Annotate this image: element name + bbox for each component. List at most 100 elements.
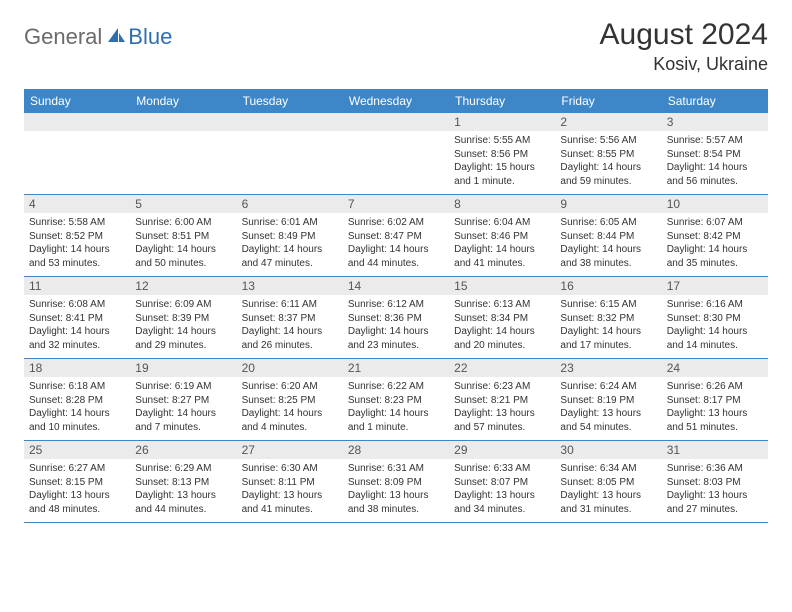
day-cell: 23Sunrise: 6:24 AMSunset: 8:19 PMDayligh… (555, 359, 661, 440)
day-info: Sunrise: 6:05 AMSunset: 8:44 PMDaylight:… (560, 216, 656, 270)
day-info: Sunrise: 6:18 AMSunset: 8:28 PMDaylight:… (29, 380, 125, 434)
day-info: Sunrise: 6:02 AMSunset: 8:47 PMDaylight:… (348, 216, 444, 270)
day-info: Sunrise: 6:11 AMSunset: 8:37 PMDaylight:… (242, 298, 338, 352)
day-cell: 16Sunrise: 6:15 AMSunset: 8:32 PMDayligh… (555, 277, 661, 358)
day-info: Sunrise: 6:16 AMSunset: 8:30 PMDaylight:… (667, 298, 763, 352)
day-number: 3 (662, 113, 768, 131)
day-number: 12 (130, 277, 236, 295)
day-info: Sunrise: 6:30 AMSunset: 8:11 PMDaylight:… (242, 462, 338, 516)
day-cell: 6 Sunrise: 6:01 AMSunset: 8:49 PMDaylight… (237, 195, 343, 276)
day-cell: 19Sunrise: 6:19 AMSunset: 8:27 PMDayligh… (130, 359, 236, 440)
day-number: 21 (343, 359, 449, 377)
day-cell: 22 Sunrise: 6:23 AMSunset: 8:21 PMDayligh… (449, 359, 555, 440)
day-header: Thursday (449, 89, 555, 113)
day-header: Tuesday (237, 89, 343, 113)
day-cell: 1Sunrise: 5:55 AMSunset: 8:56 PMDaylight… (449, 113, 555, 194)
day-cell: 14Sunrise: 6:12 AMSunset: 8:36 PMDayligh… (343, 277, 449, 358)
header: General Blue August 2024 Kosiv, Ukraine (24, 18, 768, 75)
day-info: Sunrise: 5:55 AMSunset: 8:56 PMDaylight:… (454, 134, 550, 188)
day-number: 19 (130, 359, 236, 377)
empty-day-cell (343, 113, 449, 194)
day-info: Sunrise: 6:23 AMSunset: 8:21 PMDaylight:… (454, 380, 550, 434)
week-row: 1Sunrise: 5:55 AMSunset: 8:56 PMDaylight… (24, 113, 768, 195)
day-cell: 29 Sunrise: 6:33 AMSunset: 8:07 PMDayligh… (449, 441, 555, 522)
day-number: 28 (343, 441, 449, 459)
day-info: Sunrise: 6:07 AMSunset: 8:42 PMDaylight:… (667, 216, 763, 270)
day-number: 24 (662, 359, 768, 377)
day-info: Sunrise: 6:27 AMSunset: 8:15 PMDaylight:… (29, 462, 125, 516)
day-number: 18 (24, 359, 130, 377)
day-number: 7 (343, 195, 449, 213)
day-number: 9 (555, 195, 661, 213)
day-info: Sunrise: 6:26 AMSunset: 8:17 PMDaylight:… (667, 380, 763, 434)
day-number: 17 (662, 277, 768, 295)
day-number: 29 (449, 441, 555, 459)
day-info: Sunrise: 6:09 AMSunset: 8:39 PMDaylight:… (135, 298, 231, 352)
week-row: 11 Sunrise: 6:08 AMSunset: 8:41 PMDayligh… (24, 277, 768, 359)
day-number: 27 (237, 441, 343, 459)
empty-day-bar (130, 113, 236, 131)
logo-text-blue: Blue (128, 24, 172, 50)
day-cell: 31 Sunrise: 6:36 AMSunset: 8:03 PMDayligh… (662, 441, 768, 522)
day-number: 30 (555, 441, 661, 459)
day-cell: 24 Sunrise: 6:26 AMSunset: 8:17 PMDayligh… (662, 359, 768, 440)
day-info: Sunrise: 6:24 AMSunset: 8:19 PMDaylight:… (560, 380, 656, 434)
day-cell: 27 Sunrise: 6:30 AMSunset: 8:11 PMDayligh… (237, 441, 343, 522)
day-cell: 25 Sunrise: 6:27 AMSunset: 8:15 PMDayligh… (24, 441, 130, 522)
day-info: Sunrise: 6:01 AMSunset: 8:49 PMDaylight:… (242, 216, 338, 270)
day-cell: 5Sunrise: 6:00 AMSunset: 8:51 PMDaylight… (130, 195, 236, 276)
day-info: Sunrise: 6:31 AMSunset: 8:09 PMDaylight:… (348, 462, 444, 516)
day-number: 22 (449, 359, 555, 377)
day-info: Sunrise: 6:04 AMSunset: 8:46 PMDaylight:… (454, 216, 550, 270)
day-number: 6 (237, 195, 343, 213)
day-info: Sunrise: 5:58 AMSunset: 8:52 PMDaylight:… (29, 216, 125, 270)
empty-day-bar (343, 113, 449, 131)
day-number: 10 (662, 195, 768, 213)
day-cell: 10 Sunrise: 6:07 AMSunset: 8:42 PMDayligh… (662, 195, 768, 276)
day-info: Sunrise: 6:33 AMSunset: 8:07 PMDaylight:… (454, 462, 550, 516)
day-info: Sunrise: 6:34 AMSunset: 8:05 PMDaylight:… (560, 462, 656, 516)
day-number: 31 (662, 441, 768, 459)
day-cell: 15 Sunrise: 6:13 AMSunset: 8:34 PMDayligh… (449, 277, 555, 358)
day-header: Wednesday (343, 89, 449, 113)
empty-day-cell (237, 113, 343, 194)
day-info: Sunrise: 6:20 AMSunset: 8:25 PMDaylight:… (242, 380, 338, 434)
title-block: August 2024 Kosiv, Ukraine (600, 18, 768, 75)
day-number: 11 (24, 277, 130, 295)
day-number: 5 (130, 195, 236, 213)
day-number: 4 (24, 195, 130, 213)
page-title: August 2024 (600, 18, 768, 52)
day-number: 26 (130, 441, 236, 459)
day-cell: 28 Sunrise: 6:31 AMSunset: 8:09 PMDayligh… (343, 441, 449, 522)
empty-day-cell (130, 113, 236, 194)
location-label: Kosiv, Ukraine (600, 54, 768, 75)
empty-day-cell (24, 113, 130, 194)
day-info: Sunrise: 6:13 AMSunset: 8:34 PMDaylight:… (454, 298, 550, 352)
day-header: Sunday (24, 89, 130, 113)
day-headers-row: SundayMondayTuesdayWednesdayThursdayFrid… (24, 89, 768, 113)
day-info: Sunrise: 6:08 AMSunset: 8:41 PMDaylight:… (29, 298, 125, 352)
empty-day-bar (24, 113, 130, 131)
day-cell: 11 Sunrise: 6:08 AMSunset: 8:41 PMDayligh… (24, 277, 130, 358)
day-cell: 7 Sunrise: 6:02 AMSunset: 8:47 PMDaylight… (343, 195, 449, 276)
day-cell: 12 Sunrise: 6:09 AMSunset: 8:39 PMDayligh… (130, 277, 236, 358)
day-cell: 17 Sunrise: 6:16 AMSunset: 8:30 PMDayligh… (662, 277, 768, 358)
day-header: Saturday (662, 89, 768, 113)
page: General Blue August 2024 Kosiv, Ukraine … (0, 0, 792, 541)
day-number: 25 (24, 441, 130, 459)
day-number: 14 (343, 277, 449, 295)
week-row: 18 Sunrise: 6:18 AMSunset: 8:28 PMDayligh… (24, 359, 768, 441)
logo: General Blue (24, 18, 172, 50)
day-cell: 20Sunrise: 6:20 AMSunset: 8:25 PMDayligh… (237, 359, 343, 440)
day-cell: 30 Sunrise: 6:34 AMSunset: 8:05 PMDayligh… (555, 441, 661, 522)
day-cell: 3Sunrise: 5:57 AMSunset: 8:54 PMDaylight… (662, 113, 768, 194)
day-cell: 13Sunrise: 6:11 AMSunset: 8:37 PMDayligh… (237, 277, 343, 358)
day-number: 15 (449, 277, 555, 295)
day-info: Sunrise: 6:36 AMSunset: 8:03 PMDaylight:… (667, 462, 763, 516)
day-header: Friday (555, 89, 661, 113)
day-number: 8 (449, 195, 555, 213)
day-info: Sunrise: 6:29 AMSunset: 8:13 PMDaylight:… (135, 462, 231, 516)
day-cell: 4 Sunrise: 5:58 AMSunset: 8:52 PMDaylight… (24, 195, 130, 276)
day-header: Monday (130, 89, 236, 113)
logo-text-gray: General (24, 24, 102, 50)
